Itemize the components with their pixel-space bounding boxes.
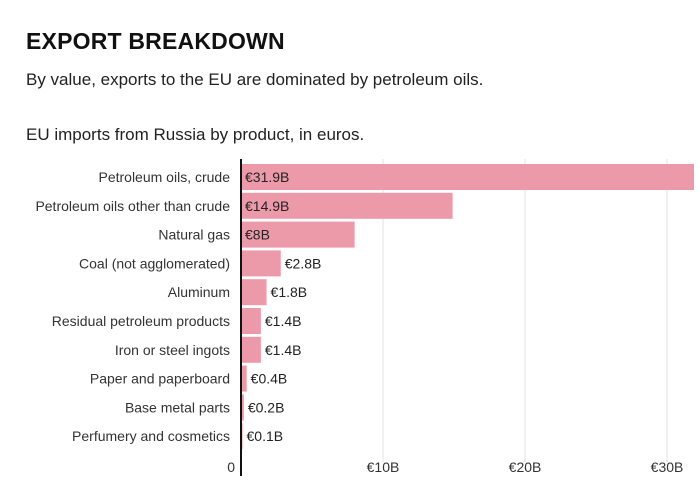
category-label: Iron or steel ingots — [115, 342, 230, 358]
category-label: Petroleum oils, crude — [98, 169, 230, 185]
bar — [241, 250, 281, 277]
bar — [241, 221, 355, 248]
data-label: €8B — [245, 227, 270, 243]
data-label: €0.1B — [247, 428, 284, 444]
page-subtitle: By value, exports to the EU are dominate… — [26, 70, 484, 89]
data-label: €1.4B — [265, 313, 302, 329]
x-tick-label: €30B — [651, 459, 684, 475]
data-label: €0.4B — [251, 371, 288, 387]
bar — [241, 336, 261, 363]
category-label: Paper and paperboard — [90, 371, 230, 387]
category-label: Base metal parts — [125, 399, 230, 415]
x-tick-label: €20B — [509, 459, 542, 475]
data-label: €14.9B — [245, 198, 289, 214]
category-label: Residual petroleum products — [52, 313, 230, 329]
bars — [241, 164, 694, 450]
category-label: Aluminum — [168, 284, 230, 300]
bar — [241, 279, 267, 306]
chart-title: EU imports from Russia by product, in eu… — [26, 125, 365, 144]
category-labels: Petroleum oils, crude Petroleum oils othe… — [35, 169, 230, 444]
bar — [241, 308, 261, 334]
data-label: €1.8B — [271, 284, 308, 300]
bar — [241, 164, 694, 190]
category-label: Natural gas — [158, 227, 230, 243]
bar — [241, 394, 244, 421]
category-label: Petroleum oils other than crude — [35, 198, 230, 214]
data-labels: €31.9B €14.9B €8B €2.8B €1.8B €1.4B €1.4B €0.4B… — [245, 169, 321, 444]
data-label: €0.2B — [248, 399, 285, 415]
bar — [241, 365, 247, 392]
category-label: Perfumery and cosmetics — [72, 428, 230, 444]
bar — [241, 192, 453, 219]
data-label: €2.8B — [285, 255, 322, 271]
x-tick-label: €10B — [367, 459, 400, 475]
x-tick-label: 0 — [227, 459, 235, 475]
data-label: €31.9B — [245, 169, 289, 185]
page-title: EXPORT BREAKDOWN — [26, 28, 285, 54]
category-label: Coal (not agglomerated) — [79, 255, 230, 271]
x-axis-ticks: 0 €10B €20B €30B — [227, 459, 683, 475]
data-label: €1.4B — [265, 342, 302, 358]
